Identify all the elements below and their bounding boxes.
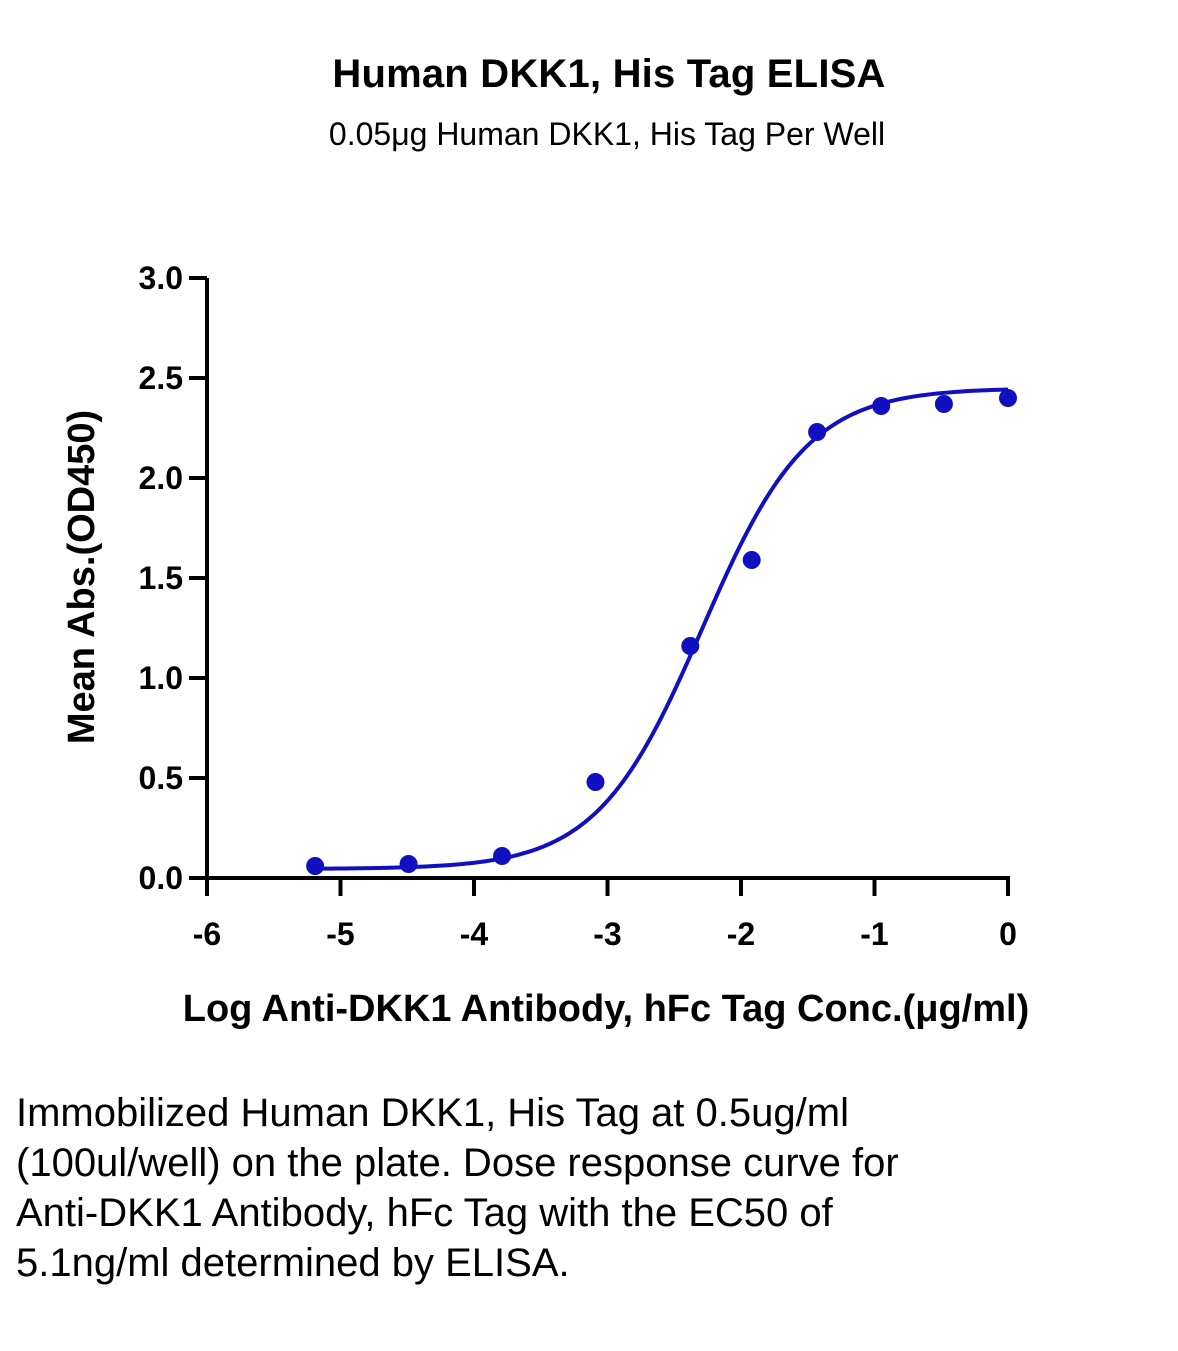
x-tick-label: 0	[999, 916, 1017, 952]
data-point	[681, 637, 700, 655]
fit-curve-group	[315, 387, 1009, 871]
data-point	[934, 395, 953, 413]
data-point	[493, 847, 512, 865]
data-point	[808, 423, 827, 441]
data-point	[872, 397, 891, 415]
data-points-group	[306, 389, 1017, 875]
y-tick-label: 1.5	[139, 560, 183, 596]
chart-title: Human DKK1, His Tag ELISA	[332, 52, 886, 96]
fit-curve	[315, 387, 1009, 871]
x-axis-title: Log Anti-DKK1 Antibody, hFc Tag Conc.(μg…	[183, 988, 1029, 1030]
elisa-chart: 0.0 0.5 1.0 1.5 2.0 2.5 3.0 -6 -5 -4 -3 -2 -1 0 Log A…	[61, 260, 1029, 1030]
data-point	[399, 855, 418, 873]
data-point	[586, 773, 605, 791]
x-tick-label: -1	[860, 916, 888, 952]
x-tick-label: -4	[460, 916, 489, 952]
y-tick-label: 2.5	[139, 360, 183, 396]
y-tick-label: 1.0	[139, 660, 183, 696]
chart-axes: 0.0 0.5 1.0 1.5 2.0 2.5 3.0 -6 -5 -4 -3 -2 -1 0	[139, 260, 1017, 952]
x-tick-label: -5	[326, 916, 354, 952]
data-point	[999, 389, 1017, 407]
x-tick-label: -2	[727, 916, 755, 952]
x-tick-label: -6	[193, 916, 221, 952]
y-tick-label: 3.0	[139, 260, 183, 296]
y-axis-title: Mean Abs.(OD450)	[61, 410, 103, 744]
y-tick-label: 0.0	[139, 860, 183, 896]
data-point	[306, 857, 325, 875]
y-tick-label: 2.0	[139, 460, 183, 496]
figure-caption: Immobilized Human DKK1, His Tag at 0.5ug…	[16, 1091, 899, 1285]
chart-subtitle: 0.05μg Human DKK1, His Tag Per Well	[328, 116, 886, 152]
data-point	[742, 551, 761, 569]
y-tick-label: 0.5	[139, 760, 183, 796]
x-tick-label: -3	[593, 916, 621, 952]
